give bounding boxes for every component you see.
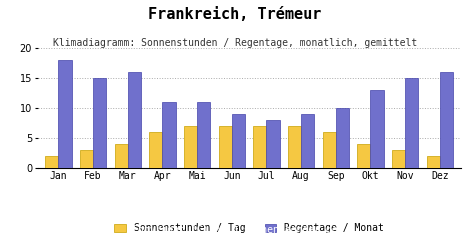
Bar: [440, 72, 453, 168]
Bar: [45, 156, 58, 168]
Text: Klimadiagramm: Sonnenstunden / Regentage, monatlich, gemittelt: Klimadiagramm: Sonnenstunden / Regentage…: [53, 38, 417, 48]
Bar: [93, 78, 106, 168]
Bar: [219, 126, 232, 168]
Text: Frankreich, Trémeur: Frankreich, Trémeur: [149, 7, 321, 22]
Legend: Sonnenstunden / Tag, Regentage / Monat: Sonnenstunden / Tag, Regentage / Monat: [114, 223, 384, 233]
Bar: [232, 114, 245, 168]
Bar: [336, 108, 349, 168]
Bar: [58, 60, 71, 168]
Bar: [266, 120, 280, 168]
Bar: [427, 156, 440, 168]
Bar: [115, 144, 128, 168]
Bar: [357, 144, 370, 168]
Bar: [128, 72, 141, 168]
Bar: [184, 126, 197, 168]
Bar: [405, 78, 418, 168]
Bar: [149, 132, 163, 168]
Bar: [288, 126, 301, 168]
Bar: [163, 102, 176, 168]
Bar: [197, 102, 210, 168]
Bar: [392, 150, 405, 168]
Bar: [253, 126, 266, 168]
Bar: [301, 114, 314, 168]
Bar: [80, 150, 93, 168]
Text: Copyright (C) 2010 sonnenlaender.de: Copyright (C) 2010 sonnenlaender.de: [132, 225, 338, 235]
Bar: [370, 90, 384, 168]
Bar: [322, 132, 336, 168]
